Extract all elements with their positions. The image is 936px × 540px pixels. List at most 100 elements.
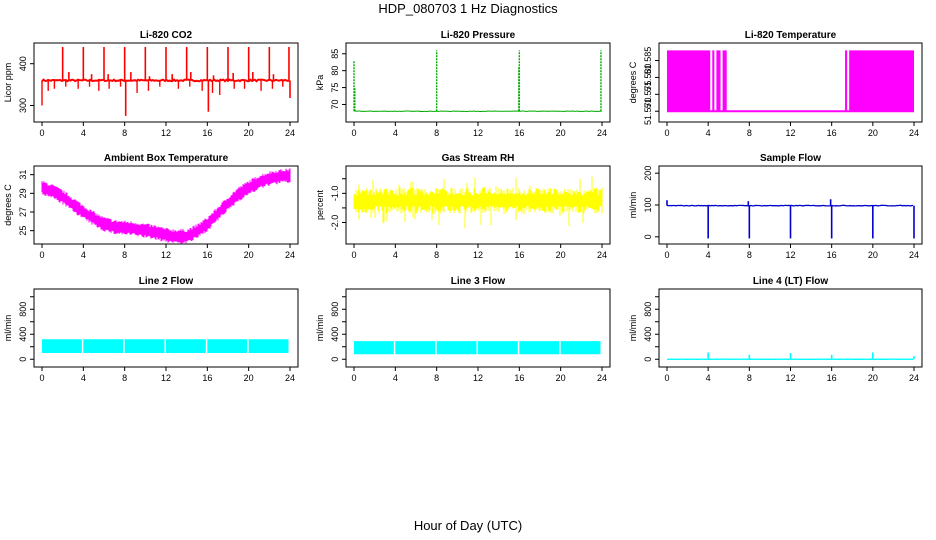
- x-tick-label: 16: [827, 373, 837, 383]
- x-tick-label: 24: [597, 128, 607, 138]
- x-tick-label: 8: [122, 250, 127, 260]
- x-tick-label: 24: [285, 128, 295, 138]
- y-tick-label: 400: [643, 327, 653, 342]
- x-tick-label: 24: [909, 250, 919, 260]
- panel-title: Ambient Box Temperature: [104, 153, 229, 164]
- data-block: [42, 339, 82, 353]
- data-block: [478, 341, 518, 355]
- x-tick-label: 24: [909, 373, 919, 383]
- data-block: [436, 341, 477, 355]
- x-tick-label: 12: [473, 373, 483, 383]
- plot-frame: [33, 288, 299, 368]
- y-tick-label: 400: [330, 327, 340, 342]
- x-tick-label: 16: [827, 128, 837, 138]
- x-tick-label: 12: [473, 250, 483, 260]
- panel-title: Sample Flow: [760, 153, 821, 164]
- plot-frame: [345, 288, 611, 368]
- x-tick-label: 4: [706, 373, 711, 383]
- panel-title: Li-820 Temperature: [745, 30, 837, 41]
- x-tick-label: 16: [514, 250, 524, 260]
- y-tick-label: 400: [18, 56, 28, 71]
- x-tick-label: 8: [434, 250, 439, 260]
- y-tick-label: 75: [330, 83, 340, 93]
- x-tick-label: 8: [747, 250, 752, 260]
- x-tick-label: 4: [706, 128, 711, 138]
- y-tick-label: 400: [18, 327, 28, 342]
- y-tick-label: -2.0: [330, 215, 340, 231]
- y-tick-label: 31: [18, 170, 28, 180]
- panel-1: Li-820 Pressure kPa 0 4 8 12 16 20 24 70 75 80 85: [315, 30, 611, 138]
- x-tick-label: 0: [664, 373, 669, 383]
- panel-title: Li-820 Pressure: [441, 30, 516, 41]
- y-axis-label: percent: [315, 189, 325, 220]
- x-tick-label: 16: [514, 128, 524, 138]
- data-block: [667, 50, 711, 112]
- panel-title: Gas Stream RH: [442, 153, 515, 164]
- y-tick-label: -1.0: [330, 186, 340, 202]
- y-axis-label: degrees C: [628, 61, 638, 103]
- x-tick-label: 12: [161, 373, 171, 383]
- data-block: [845, 50, 848, 112]
- y-tick-label: 51.585: [643, 47, 653, 75]
- x-tick-label: 12: [785, 373, 795, 383]
- y-tick-label: 85: [330, 49, 340, 59]
- data-noise: [353, 176, 603, 229]
- data-block: [248, 339, 289, 353]
- y-tick-label: 27: [18, 207, 28, 217]
- y-axis-label: kPa: [315, 75, 325, 91]
- data-block: [124, 339, 165, 353]
- y-tick-label: 25: [18, 226, 28, 236]
- panel-2: Li-820 Temperature degrees C 0 4 8 12 16 20 24 51…: [628, 30, 923, 138]
- y-tick-label: 100: [643, 197, 653, 212]
- x-tick-label: 8: [747, 128, 752, 138]
- y-tick-label: 800: [643, 302, 653, 317]
- x-tick-label: 20: [556, 250, 566, 260]
- x-tick-label: 0: [351, 128, 356, 138]
- y-axis-label: ml/min: [628, 315, 638, 342]
- x-tick-label: 12: [473, 128, 483, 138]
- y-tick-label: 800: [18, 302, 28, 317]
- data-block: [83, 339, 124, 353]
- x-tick-label: 20: [868, 373, 878, 383]
- x-tick-label: 0: [39, 250, 44, 260]
- x-tick-label: 24: [285, 250, 295, 260]
- x-tick-label: 8: [122, 373, 127, 383]
- x-tick-label: 4: [81, 128, 86, 138]
- y-axis-label: Licor ppm: [3, 63, 13, 103]
- x-axis-title: Hour of Day (UTC): [413, 518, 523, 533]
- panel-title: Line 3 Flow: [451, 276, 506, 287]
- x-tick-label: 4: [393, 128, 398, 138]
- figure-title: HDP_080703 1 Hz Diagnostics: [378, 1, 558, 16]
- x-tick-label: 16: [202, 128, 212, 138]
- panel-3: Ambient Box Temperature degrees C 0 4 8 12 16 2…: [3, 153, 299, 260]
- y-tick-label: 29: [18, 188, 28, 198]
- panel-5: Sample Flow ml/min 0 4 8 12 16 20 24 0 100 200: [628, 153, 923, 260]
- y-tick-label: 300: [18, 98, 28, 113]
- x-tick-label: 12: [161, 128, 171, 138]
- y-tick-label: 51.570: [643, 97, 653, 125]
- x-tick-label: 20: [244, 128, 254, 138]
- x-tick-label: 20: [556, 128, 566, 138]
- x-tick-label: 16: [202, 250, 212, 260]
- panel-title: Line 2 Flow: [139, 276, 194, 287]
- x-tick-label: 0: [351, 250, 356, 260]
- y-axis-label: ml/min: [315, 315, 325, 342]
- data-block: [849, 50, 914, 112]
- x-tick-label: 4: [81, 373, 86, 383]
- x-tick-label: 24: [285, 373, 295, 383]
- x-tick-label: 8: [434, 128, 439, 138]
- panel-4: Gas Stream RH percent 0 4 8 12 16 20 24 -2.0 -1.0: [315, 153, 611, 260]
- data-block: [207, 339, 248, 353]
- data-block: [722, 50, 727, 112]
- x-tick-label: 24: [597, 373, 607, 383]
- y-tick-label: 0: [643, 357, 653, 362]
- x-tick-label: 4: [706, 250, 711, 260]
- y-tick-label: 0: [330, 357, 340, 362]
- x-tick-label: 4: [393, 250, 398, 260]
- x-tick-label: 0: [664, 250, 669, 260]
- x-tick-label: 8: [434, 373, 439, 383]
- panel-8: Line 4 (LT) Flow ml/min 0 4 8 12 16 20 24 0 400 800: [628, 276, 923, 383]
- plot-frame: [345, 42, 611, 123]
- data-block: [560, 341, 601, 355]
- data-block: [395, 341, 436, 355]
